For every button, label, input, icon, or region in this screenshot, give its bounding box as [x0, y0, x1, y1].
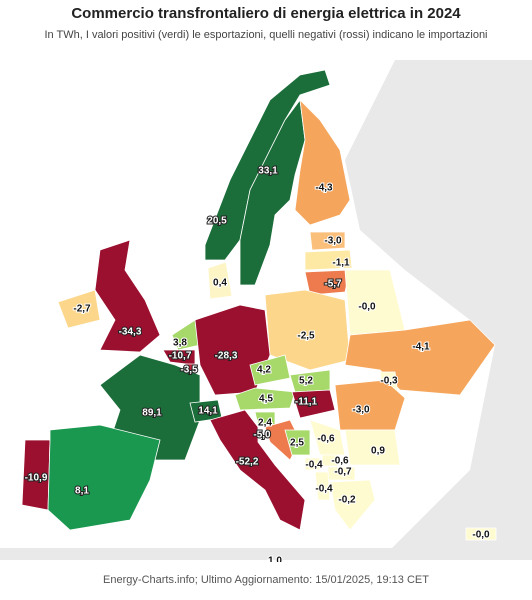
value-label: 2,5	[290, 438, 304, 449]
country-shape	[204, 69, 331, 261]
value-label: -0,3	[380, 376, 398, 387]
value-label: 33,1	[258, 166, 278, 177]
value-label: -4,1	[412, 342, 430, 353]
value-label: -4,3	[315, 183, 333, 194]
country-shape	[209, 409, 306, 531]
country-shape	[284, 429, 311, 456]
value-label: -0,6	[331, 456, 349, 467]
value-label: -1,1	[332, 258, 350, 269]
country-shape	[304, 457, 321, 471]
country-shape	[207, 261, 233, 300]
value-label: -10,7	[169, 351, 192, 362]
value-label: -5,0	[253, 430, 271, 441]
value-label: 4,2	[257, 365, 271, 376]
value-label: -0,6	[317, 434, 335, 445]
value-label: 0,9	[371, 446, 385, 457]
country-shape	[334, 379, 406, 431]
countries	[21, 69, 497, 541]
country-shape	[344, 429, 401, 466]
footer-bg	[0, 562, 532, 600]
footer: Energy-Charts.info; Ultimo Aggiornamento…	[103, 574, 429, 586]
value-label: -34,3	[119, 327, 142, 338]
country-shape	[304, 269, 351, 296]
value-label: -3,0	[324, 236, 342, 247]
country-shape	[304, 249, 353, 271]
value-label: -0,4	[305, 460, 323, 471]
value-label: 14,1	[198, 406, 218, 417]
value-label: 8,1	[75, 486, 89, 497]
country-shape	[344, 319, 496, 396]
value-label: -3,5	[180, 365, 198, 376]
country-shape	[309, 231, 346, 251]
labels: 20,5 33,1 -4,3 -3,0 -1,1 -5,7 0,4 -2,7 -…	[24, 165, 491, 568]
value-label: -0,0	[472, 530, 490, 541]
value-label: -0,4	[315, 484, 333, 495]
value-label: -2,5	[297, 331, 315, 342]
value-label: 89,1	[142, 408, 162, 419]
country-shape	[239, 98, 306, 286]
country-shape	[94, 239, 161, 353]
value-label: -52,2	[236, 457, 259, 468]
value-label: -2,7	[73, 304, 91, 315]
value-label: -0,0	[358, 302, 376, 313]
value-label: 2,4	[258, 418, 272, 429]
value-label: -11,1	[295, 397, 318, 408]
land	[345, 60, 532, 560]
country-shape	[309, 419, 346, 456]
country-shape	[47, 424, 161, 531]
country-shape	[314, 471, 331, 501]
value-label: -28,3	[215, 351, 238, 362]
country-shape	[57, 289, 101, 329]
country-shape	[291, 389, 336, 419]
title: Commercio transfrontaliero di energia el…	[71, 5, 461, 22]
country-shape	[249, 354, 291, 386]
value-label: 3,8	[173, 338, 187, 349]
value-label: 4,5	[259, 394, 273, 405]
country-shape	[465, 527, 497, 541]
value-label: -0,2	[338, 495, 356, 506]
country-shape	[329, 479, 376, 531]
value-label: -3,0	[352, 405, 370, 416]
country-shape	[234, 387, 296, 411]
value-label: 20,5	[207, 216, 227, 227]
value-label: 0,4	[213, 278, 227, 289]
land	[0, 548, 532, 560]
value-label: 5,2	[299, 376, 313, 387]
value-label: -0,7	[334, 467, 352, 478]
subtitle: In TWh, I valori positivi (verdi) le esp…	[44, 29, 487, 41]
background-land	[0, 60, 532, 560]
country-shape	[321, 454, 339, 467]
value-label: -5,7	[324, 279, 342, 290]
value-label: -10,9	[25, 473, 48, 484]
country-shape	[294, 98, 351, 226]
